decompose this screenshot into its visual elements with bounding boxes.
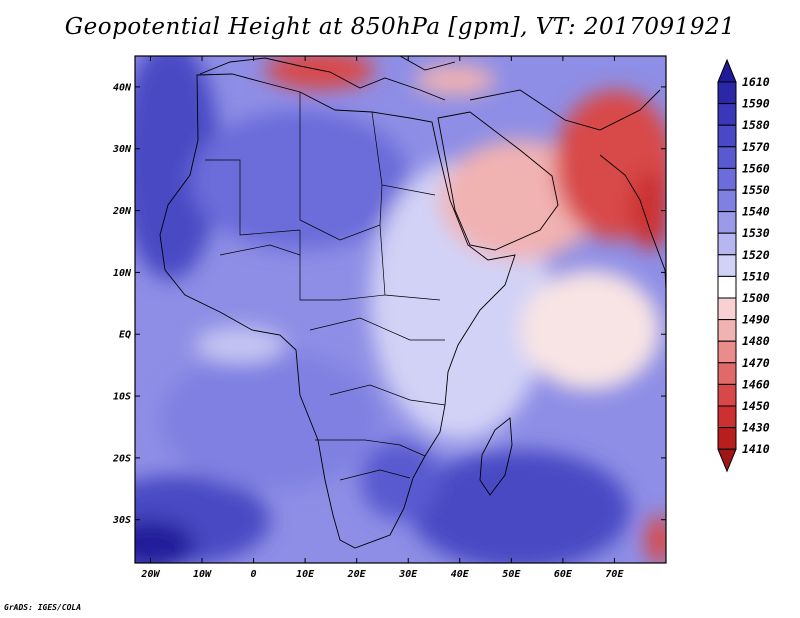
colorbar-swatch — [717, 103, 737, 126]
lat-tick-label: 10S — [113, 392, 131, 403]
height-field — [135, 56, 666, 563]
lon-tick-label: 0 — [251, 569, 257, 580]
field-low-turkey — [415, 65, 495, 95]
colorbar-level-label: 1500 — [742, 291, 770, 305]
colorbar-level-label: 1450 — [742, 399, 770, 413]
lat-tick-label: 10N — [113, 268, 132, 279]
colorbar-level-label: 1610 — [742, 75, 770, 89]
colorbar-swatch — [717, 254, 737, 277]
country-borders — [205, 92, 446, 481]
colorbar-level-label: 1460 — [742, 377, 770, 391]
colorbar-level-label: 1590 — [742, 97, 770, 111]
colorbar-swatch — [717, 340, 737, 364]
field-high-southern-africa — [360, 440, 440, 520]
coastline-europe — [199, 57, 446, 101]
field-high-indian-ocean — [410, 450, 630, 563]
colorbar-level-label: 1580 — [742, 118, 770, 132]
lon-tick-label: 70E — [605, 569, 624, 580]
border-5 — [299, 230, 386, 301]
lon-tick-label: 40E — [451, 569, 470, 580]
coastline-india — [599, 154, 666, 291]
colorbar-level-label: 1510 — [742, 269, 770, 283]
colorbar-bottom-arrow — [717, 448, 737, 473]
lon-tick-label: 20E — [347, 569, 367, 580]
border-10 — [219, 244, 301, 256]
border-8 — [315, 439, 426, 457]
colorbar-swatch — [717, 427, 737, 450]
border-1 — [205, 159, 301, 236]
field-high-sw-corner — [135, 520, 195, 563]
field-high-atlantic-north — [135, 56, 220, 280]
field-low-se-corner — [645, 515, 666, 563]
field-low-india-core — [630, 170, 666, 250]
lon-tick-label: 30E — [398, 569, 418, 580]
lat-tick-label: 40N — [113, 82, 132, 93]
border-6 — [309, 317, 445, 341]
colorbar-level-label: 1550 — [742, 183, 770, 197]
field-central-africa — [160, 350, 380, 490]
colorbar-swatch — [717, 232, 737, 256]
lat-tick-label: 20S — [112, 453, 131, 464]
colorbar-swatch — [717, 319, 737, 342]
colorbar-swatch — [717, 362, 737, 385]
colorbar-top-arrow — [717, 58, 737, 83]
colorbar: 1610 1590 1580 1570 1560 1550 1540 1530 1520 1510… — [717, 58, 770, 473]
coastline-madagascar — [479, 417, 513, 496]
colorbar-swatch — [717, 124, 737, 148]
lat-tick-label: 20N — [112, 206, 132, 217]
coastline-iran — [469, 89, 661, 131]
border-9 — [339, 469, 411, 481]
lon-tick-label: 60E — [554, 569, 573, 580]
colorbar-level-label: 1570 — [742, 140, 770, 154]
lon-tick-label: 50E — [502, 569, 521, 580]
colorbar-level-label: 1480 — [742, 334, 770, 348]
colorbar-swatch — [717, 405, 737, 429]
lon-tick-label: 10W — [193, 569, 212, 580]
colorbar-level-label: 1430 — [742, 421, 770, 435]
colorbar-swatch — [717, 81, 737, 105]
lat-tick-label: 30S — [112, 515, 131, 526]
plot-frame — [134, 55, 667, 564]
field-arabian-sea — [520, 270, 660, 390]
colorbar-level-label: 1410 — [742, 442, 770, 456]
colorbar-swatch — [717, 146, 737, 169]
border-7 — [329, 384, 446, 406]
lat-tick-label: EQ — [119, 330, 131, 341]
colorbar-swatch — [717, 383, 737, 407]
colorbar-swatch — [717, 275, 737, 299]
lat-tick-label: 30N — [112, 144, 132, 155]
lon-tick-label: 20W — [140, 569, 160, 580]
colorbar-level-label: 1540 — [742, 205, 770, 219]
colorbar-level-label: 1560 — [742, 161, 770, 175]
map-title: Geopotential Height at 850hPa [gpm], VT:… — [64, 14, 736, 40]
colorbar-level-label: 1520 — [742, 248, 770, 262]
lon-tick-label: 10E — [296, 569, 315, 580]
border-2 — [299, 92, 383, 241]
colorbar-swatch — [717, 189, 737, 213]
grads-credit: GrADS: IGES/COLA — [4, 603, 82, 612]
field-gulf-guinea — [195, 327, 285, 363]
colorbar-swatch — [717, 167, 737, 191]
coastline-africa — [159, 73, 516, 549]
colorbar-swatch — [717, 211, 737, 234]
colorbar-level-label: 1470 — [742, 356, 770, 370]
colorbar-swatch — [717, 297, 737, 321]
coastline-arabia — [437, 111, 559, 251]
colorbar-level-label: 1490 — [742, 313, 770, 327]
border-3 — [371, 111, 436, 196]
axis-ticks: 20W 10W 0 10E 20E 30E 40E 50E 60E 70E 40N 30N 20N 10N… — [112, 56, 666, 580]
colorbar-level-label: 1530 — [742, 226, 770, 240]
